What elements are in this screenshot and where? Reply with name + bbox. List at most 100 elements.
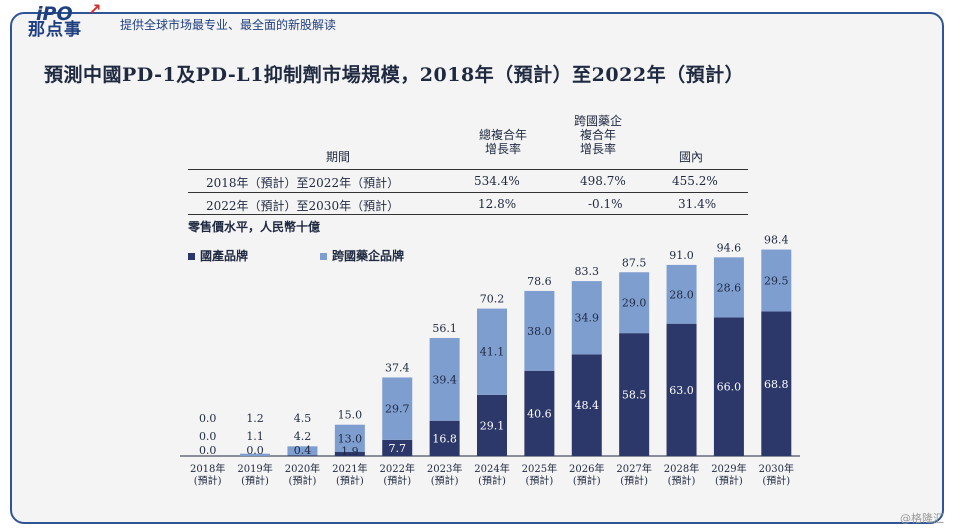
data-label-domestic: 7.7 xyxy=(388,442,406,455)
data-label-total: 15.0 xyxy=(338,409,363,422)
data-label-domestic: 48.4 xyxy=(575,399,600,412)
header-multinational-cagr: 跨國藥企 複合年 增長率 xyxy=(573,114,622,156)
data-label-total: 37.4 xyxy=(385,361,410,374)
x-tick-label-sub: (預計) xyxy=(478,474,506,487)
row-multinational-cagr: 498.7% xyxy=(580,174,626,188)
data-label-domestic: 29.1 xyxy=(480,419,505,432)
bar-segment-domestic xyxy=(713,317,744,456)
x-tick-label: 2030年 xyxy=(759,462,794,475)
data-label-total: 91.0 xyxy=(669,249,694,262)
x-tick-label: 2019年 xyxy=(237,462,272,475)
data-label-multinational: 29.0 xyxy=(622,297,647,310)
data-label-domestic: 0.4 xyxy=(294,444,312,457)
data-label-multinational: 0.0 xyxy=(199,430,217,443)
row-period: 2022年（預計）至2030年（預計） xyxy=(206,199,400,213)
bar-segment-domestic xyxy=(619,333,650,456)
ipo-logo: iPO ↗ 那点事 xyxy=(22,2,114,42)
legend-swatch-multinational xyxy=(320,253,327,260)
data-label-multinational: 41.1 xyxy=(480,346,505,359)
x-tick-label-sub: (預計) xyxy=(620,474,648,487)
row-period: 2018年（預計）至2022年（預計） xyxy=(206,176,400,190)
bar-segment-domestic xyxy=(429,420,460,456)
data-label-total: 56.1 xyxy=(432,322,457,335)
table-rule-mid xyxy=(188,192,748,193)
x-tick-label: 2020年 xyxy=(285,462,320,475)
header-total-cagr: 總複合年 增長率 xyxy=(478,128,527,156)
x-tick-label-sub: (預計) xyxy=(241,474,269,487)
data-label-multinational: 38.0 xyxy=(527,325,552,338)
x-tick-label: 2018年 xyxy=(190,462,225,475)
legend-label-multinational: 跨國藥企品牌 xyxy=(332,249,405,263)
table-rule-bottom xyxy=(188,214,748,215)
data-label-multinational: 39.4 xyxy=(432,373,457,386)
x-tick-label-sub: (預計) xyxy=(289,474,317,487)
legend-item-multinational: 跨國藥企品牌 xyxy=(320,247,404,264)
x-tick-label-sub: (預計) xyxy=(336,474,364,487)
data-label-multinational: 28.6 xyxy=(717,281,742,294)
x-tick-label-sub: (預計) xyxy=(431,474,459,487)
bar-segment-domestic xyxy=(666,323,697,456)
header-domestic-cagr: 國內 xyxy=(678,150,703,164)
data-label-domestic: 0.0 xyxy=(246,444,264,457)
data-label-multinational: 4.2 xyxy=(294,430,312,443)
data-label-total: 4.5 xyxy=(294,412,312,425)
source-watermark: @格隆汇 xyxy=(900,512,944,525)
header-bar: iPO ↗ 那点事 提供全球市场最专业、最全面的新股解读 xyxy=(0,0,956,40)
bar-segment-domestic xyxy=(334,452,365,456)
bar-segment-multinational xyxy=(334,424,365,453)
row-total-cagr: 534.4% xyxy=(474,174,520,188)
logo-text-bottom: 那点事 xyxy=(28,20,82,40)
logo-text-top: iPO xyxy=(36,3,73,25)
data-label-total: 78.6 xyxy=(527,275,552,288)
x-tick-label: 2028年 xyxy=(664,462,699,475)
x-tick-label: 2029年 xyxy=(711,462,746,475)
cagr-table-header: 期間 總複合年 增長率 跨國藥企 複合年 增長率 國內 xyxy=(188,114,748,170)
bar-segment-multinational xyxy=(287,446,318,456)
bar-segment-multinational xyxy=(666,264,697,324)
bar-segment-multinational xyxy=(713,257,744,318)
bar-segment-multinational xyxy=(477,308,507,395)
bar-segment-domestic xyxy=(524,370,555,456)
data-label-multinational: 34.9 xyxy=(575,312,600,325)
x-tick-label: 2023年 xyxy=(427,462,462,475)
table-row: 2018年（預計）至2022年（預計） 534.4% 498.7% 455.2% xyxy=(188,171,748,191)
x-tick-label: 2022年 xyxy=(380,462,415,475)
x-tick-label: 2024年 xyxy=(474,462,509,475)
bar-segment-multinational xyxy=(429,337,460,421)
data-label-domestic: 40.6 xyxy=(527,407,552,420)
bar-segment-domestic xyxy=(477,394,507,456)
data-label-domestic: 68.8 xyxy=(764,378,789,391)
bar-segment-multinational xyxy=(240,453,271,456)
tagline: 提供全球市场最专业、最全面的新股解读 xyxy=(120,18,337,32)
data-label-total: 83.3 xyxy=(575,265,600,278)
logo-arrow-icon: ↗ xyxy=(88,0,102,19)
x-tick-label: 2021年 xyxy=(332,462,367,475)
x-tick-label-sub: (預計) xyxy=(194,474,222,487)
data-label-multinational: 29.5 xyxy=(764,275,789,288)
chart-title: 預測中國PD-1及PD-L1抑制劑市場規模，2018年（預計）至2022年（預計… xyxy=(44,64,745,86)
data-label-total: 70.2 xyxy=(480,293,505,306)
bar-segment-domestic xyxy=(382,439,413,456)
bar-segment-domestic xyxy=(287,455,318,456)
x-tick-label-sub: (預計) xyxy=(762,474,790,487)
row-domestic-cagr: 455.2% xyxy=(672,174,718,188)
data-label-domestic: 66.0 xyxy=(717,381,742,394)
header-period: 期間 xyxy=(325,150,350,164)
x-tick-label-sub: (預計) xyxy=(525,474,553,487)
data-label-domestic: 1.9 xyxy=(341,445,359,458)
data-label-domestic: 0.0 xyxy=(199,444,217,457)
table-rule-top xyxy=(188,169,748,170)
legend-label-domestic: 國產品牌 xyxy=(200,249,249,263)
data-label-domestic: 16.8 xyxy=(432,432,457,445)
x-tick-label: 2026年 xyxy=(569,462,604,475)
data-label-total: 94.6 xyxy=(717,241,742,254)
x-tick-label-sub: (預計) xyxy=(715,474,743,487)
data-label-multinational: 1.1 xyxy=(246,430,264,443)
x-tick-label-sub: (預計) xyxy=(383,474,411,487)
x-tick-label: 2025年 xyxy=(522,462,557,475)
legend-swatch-domestic xyxy=(188,253,195,260)
bar-segment-multinational xyxy=(524,290,555,371)
data-label-total: 0.0 xyxy=(199,412,217,425)
bar-segment-multinational xyxy=(761,249,792,312)
